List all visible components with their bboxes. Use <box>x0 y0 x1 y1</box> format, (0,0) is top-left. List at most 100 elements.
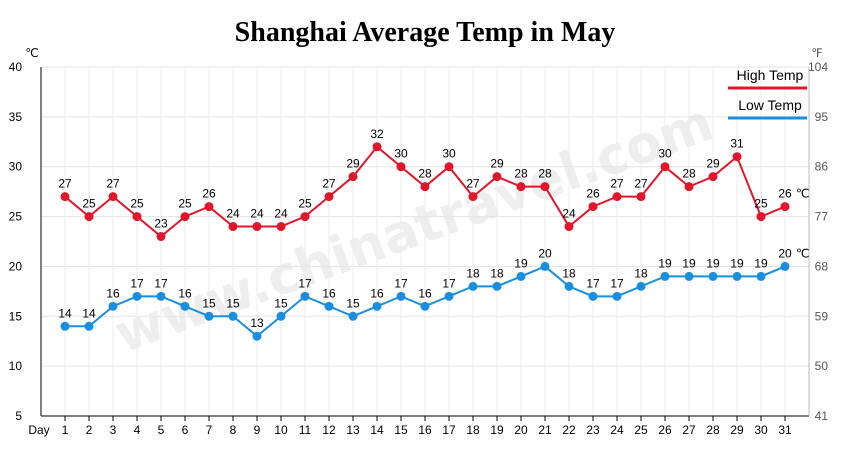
data-label: 29 <box>490 157 504 171</box>
y-tick-label-left: 5 <box>15 409 22 423</box>
chart-title: Shanghai Average Temp in May <box>235 17 616 48</box>
data-point <box>468 281 478 291</box>
y-tick-label-left: 15 <box>9 309 23 323</box>
data-label: 27 <box>634 177 648 191</box>
y-tick-label-left: 20 <box>9 259 23 273</box>
end-unit-label: ℃ <box>796 246 809 260</box>
x-tick-label: 8 <box>230 423 237 437</box>
data-point <box>660 162 670 172</box>
data-label: 23 <box>154 217 168 231</box>
data-point <box>780 261 790 271</box>
y-tick-label-right: 77 <box>815 210 829 224</box>
data-label: 25 <box>754 197 768 211</box>
data-point <box>108 192 118 202</box>
data-point <box>156 291 166 301</box>
data-point <box>252 331 262 341</box>
data-point <box>348 311 358 321</box>
x-tick-label: 28 <box>706 423 720 437</box>
data-point <box>660 271 670 281</box>
y-tick-label-right: 41 <box>815 409 829 423</box>
data-point <box>420 182 430 192</box>
data-point <box>132 291 142 301</box>
x-tick-label: 5 <box>158 423 165 437</box>
x-tick-label: 25 <box>634 423 648 437</box>
data-label: 30 <box>658 147 672 161</box>
data-point <box>300 291 310 301</box>
data-label: 13 <box>250 316 264 330</box>
data-point <box>564 222 574 232</box>
data-label: 16 <box>418 286 432 300</box>
data-point <box>468 192 478 202</box>
x-tick-label: 21 <box>538 423 552 437</box>
x-tick-label: 31 <box>778 423 792 437</box>
data-point <box>492 281 502 291</box>
x-tick-label: 10 <box>274 423 288 437</box>
x-tick-label: 16 <box>418 423 432 437</box>
x-tick-label: 11 <box>299 423 312 437</box>
x-tick-label: 18 <box>466 423 480 437</box>
data-point <box>372 301 382 311</box>
y-tick-label-right: 59 <box>815 309 829 323</box>
data-label: 27 <box>322 177 336 191</box>
x-tick-label: 4 <box>134 423 141 437</box>
data-label: 16 <box>106 286 120 300</box>
x-tick-label: 29 <box>730 423 744 437</box>
data-label: 28 <box>682 167 696 181</box>
data-label: 25 <box>82 197 96 211</box>
data-point <box>492 172 502 182</box>
data-label: 24 <box>250 207 264 221</box>
data-label: 17 <box>130 276 144 290</box>
data-label: 17 <box>586 276 600 290</box>
data-point <box>132 212 142 222</box>
data-point <box>708 271 718 281</box>
data-point <box>756 212 766 222</box>
x-tick-label: 14 <box>370 423 384 437</box>
data-point <box>180 301 190 311</box>
data-label: 15 <box>346 296 360 310</box>
data-label: 24 <box>562 207 576 221</box>
series-layer: 27 25 27 25 23 25 26 24 24 24 25 27 29 32 30 28 30 27 29 28… <box>58 127 809 341</box>
data-label: 28 <box>538 167 552 181</box>
data-label: 17 <box>154 276 168 290</box>
data-point <box>612 192 622 202</box>
data-label: 19 <box>730 256 744 270</box>
data-label: 16 <box>178 286 192 300</box>
data-point <box>204 311 214 321</box>
y-tick-label-left: 10 <box>9 359 23 373</box>
data-point <box>732 271 742 281</box>
legend-label: Low Temp <box>738 97 802 113</box>
data-label: 16 <box>322 286 336 300</box>
data-point <box>396 162 406 172</box>
data-point <box>300 212 310 222</box>
legend: High Temp Low Temp <box>728 67 807 120</box>
x-axis-label: Day <box>28 423 49 437</box>
data-label: 18 <box>634 266 648 280</box>
data-point <box>348 172 358 182</box>
data-label: 17 <box>442 276 456 290</box>
data-point <box>732 152 742 162</box>
x-tick-label: 23 <box>586 423 600 437</box>
data-point <box>684 271 694 281</box>
data-label: 24 <box>274 207 288 221</box>
data-point <box>612 291 622 301</box>
data-point <box>540 182 550 192</box>
data-point <box>756 271 766 281</box>
x-tick-label: 26 <box>658 423 672 437</box>
data-point <box>444 291 454 301</box>
data-label: 15 <box>226 296 240 310</box>
data-label: 27 <box>58 177 72 191</box>
data-point <box>252 222 262 232</box>
data-point <box>84 321 94 331</box>
x-tick-label: 15 <box>394 423 408 437</box>
data-point <box>156 232 166 242</box>
data-point <box>396 291 406 301</box>
data-label: 20 <box>538 246 552 260</box>
x-tick-label: 2 <box>86 423 93 437</box>
data-point <box>180 212 190 222</box>
data-point <box>204 202 214 212</box>
x-tick-label: 7 <box>206 423 213 437</box>
data-label: 31 <box>730 137 744 151</box>
grid-lines <box>41 66 809 416</box>
y-tick-label-left: 25 <box>9 210 23 224</box>
